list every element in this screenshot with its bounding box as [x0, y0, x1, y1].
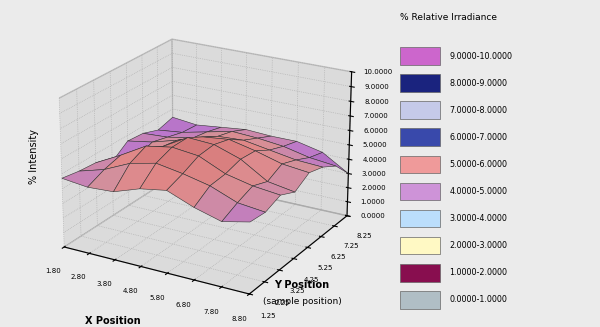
Bar: [400, 182, 440, 200]
Text: 2.0000-3.0000: 2.0000-3.0000: [449, 241, 508, 250]
Text: X Position: X Position: [85, 316, 140, 326]
Text: 0.0000-1.0000: 0.0000-1.0000: [449, 295, 508, 304]
Text: 8.0000-9.0000: 8.0000-9.0000: [449, 79, 508, 88]
Bar: [400, 291, 440, 309]
Text: Y Position: Y Position: [275, 280, 329, 290]
Text: 1.0000-2.0000: 1.0000-2.0000: [449, 268, 508, 277]
Text: % Intensity: % Intensity: [29, 129, 39, 184]
Bar: [400, 210, 440, 228]
Text: 3.0000-4.0000: 3.0000-4.0000: [449, 214, 508, 223]
Bar: [400, 74, 440, 92]
Text: 4.0000-5.0000: 4.0000-5.0000: [449, 187, 508, 196]
Text: (sample position): (sample position): [263, 297, 341, 306]
Text: 7.0000-8.0000: 7.0000-8.0000: [449, 106, 508, 115]
Bar: [400, 129, 440, 146]
Bar: [400, 264, 440, 282]
Bar: [400, 156, 440, 173]
Bar: [400, 101, 440, 119]
Text: 5.0000-6.0000: 5.0000-6.0000: [449, 160, 508, 169]
Text: 6.0000-7.0000: 6.0000-7.0000: [449, 133, 508, 142]
Bar: [400, 237, 440, 254]
Text: % Relative Irradiance: % Relative Irradiance: [400, 13, 497, 22]
Text: 9.0000-10.0000: 9.0000-10.0000: [449, 52, 512, 61]
Bar: [400, 47, 440, 65]
